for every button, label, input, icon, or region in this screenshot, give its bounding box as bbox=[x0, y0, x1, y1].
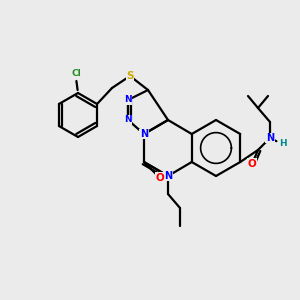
Text: O: O bbox=[248, 159, 256, 169]
Text: N: N bbox=[124, 116, 132, 124]
Text: O: O bbox=[156, 173, 164, 183]
Text: N: N bbox=[140, 129, 148, 139]
Text: S: S bbox=[126, 71, 134, 81]
Text: N: N bbox=[266, 133, 274, 143]
Text: N: N bbox=[164, 171, 172, 181]
Text: H: H bbox=[279, 139, 287, 148]
Text: N: N bbox=[124, 95, 132, 104]
Text: Cl: Cl bbox=[71, 70, 81, 79]
